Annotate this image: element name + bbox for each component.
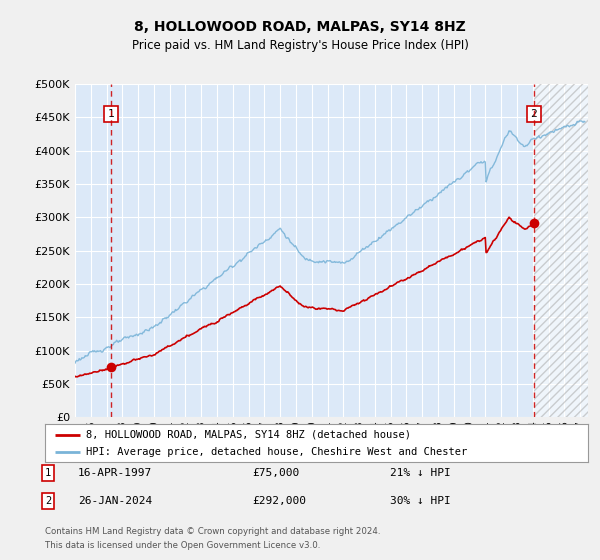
Text: This data is licensed under the Open Government Licence v3.0.: This data is licensed under the Open Gov… — [45, 541, 320, 550]
Text: 8, HOLLOWOOD ROAD, MALPAS, SY14 8HZ (detached house): 8, HOLLOWOOD ROAD, MALPAS, SY14 8HZ (det… — [86, 430, 411, 440]
Text: Contains HM Land Registry data © Crown copyright and database right 2024.: Contains HM Land Registry data © Crown c… — [45, 528, 380, 536]
Text: Price paid vs. HM Land Registry's House Price Index (HPI): Price paid vs. HM Land Registry's House … — [131, 39, 469, 52]
Text: £292,000: £292,000 — [252, 496, 306, 506]
Text: 2: 2 — [530, 109, 537, 119]
Bar — [534, 84, 588, 417]
Text: 8, HOLLOWOOD ROAD, MALPAS, SY14 8HZ: 8, HOLLOWOOD ROAD, MALPAS, SY14 8HZ — [134, 20, 466, 34]
Text: 1: 1 — [108, 109, 115, 119]
Text: 2: 2 — [45, 496, 51, 506]
Text: 21% ↓ HPI: 21% ↓ HPI — [390, 468, 451, 478]
Text: 30% ↓ HPI: 30% ↓ HPI — [390, 496, 451, 506]
Text: 16-APR-1997: 16-APR-1997 — [78, 468, 152, 478]
Text: 26-JAN-2024: 26-JAN-2024 — [78, 496, 152, 506]
Text: HPI: Average price, detached house, Cheshire West and Chester: HPI: Average price, detached house, Ches… — [86, 447, 467, 458]
Text: £75,000: £75,000 — [252, 468, 299, 478]
Text: 1: 1 — [45, 468, 51, 478]
